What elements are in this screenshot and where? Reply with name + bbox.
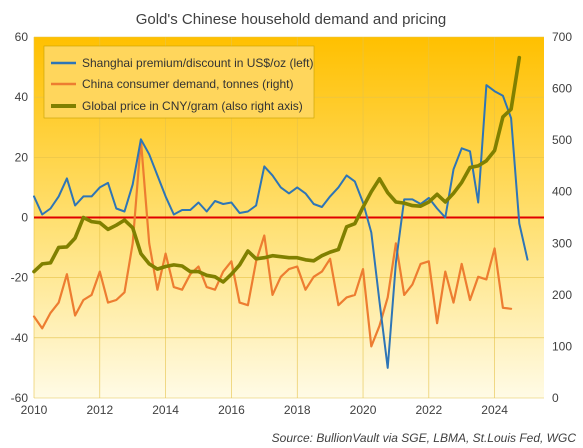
x-tick-label: 2012 bbox=[86, 403, 113, 417]
x-tick-label: 2022 bbox=[415, 403, 442, 417]
x-tick-label: 2018 bbox=[284, 403, 311, 417]
y-left-tick-label: 40 bbox=[15, 90, 29, 104]
y-right-tick-label: 500 bbox=[552, 133, 572, 147]
legend: Shanghai premium/discount in US$/oz (lef… bbox=[43, 45, 315, 119]
x-tick-label: 2010 bbox=[21, 403, 48, 417]
x-tick-label: 2020 bbox=[350, 403, 377, 417]
y-right-axis: 0 100 200 300 400 500 600 700 bbox=[552, 30, 572, 405]
series-layer bbox=[32, 55, 529, 369]
y-left-tick-label: 20 bbox=[15, 150, 29, 164]
y-right-tick-label: 600 bbox=[552, 82, 572, 96]
x-tick-label: 2024 bbox=[481, 403, 508, 417]
y-right-tick-label: 200 bbox=[552, 288, 572, 302]
y-left-tick-label: -20 bbox=[11, 271, 29, 285]
legend-label-global-price: Global price in CNY/gram (also right axi… bbox=[82, 99, 303, 113]
series-premium-line bbox=[33, 84, 529, 369]
y-right-tick-label: 400 bbox=[552, 185, 572, 199]
chart-title: Gold's Chinese household demand and pric… bbox=[136, 11, 447, 28]
series-consumer-demand-line bbox=[32, 139, 513, 348]
x-tick-label: 2016 bbox=[218, 403, 245, 417]
y-right-tick-label: 700 bbox=[552, 30, 572, 44]
y-right-tick-label: 100 bbox=[552, 339, 572, 353]
y-left-tick-label: -40 bbox=[11, 331, 29, 345]
y-right-tick-label: 300 bbox=[552, 236, 572, 250]
y-left-tick-label: 0 bbox=[21, 211, 28, 225]
y-left-tick-label: -60 bbox=[11, 391, 29, 405]
legend-label-premium: Shanghai premium/discount in US$/oz (lef… bbox=[82, 56, 313, 70]
legend-label-consumer-demand: China consumer demand, tonnes (right) bbox=[82, 77, 293, 91]
source-note: Source: BullionVault via SGE, LBMA, St.L… bbox=[272, 431, 577, 445]
x-axis: 2010 2012 2014 2016 2018 2020 2022 2024 bbox=[21, 403, 509, 417]
y-left-axis: -60 -40 -20 0 20 40 60 bbox=[11, 30, 29, 405]
y-right-tick-label: 0 bbox=[552, 391, 559, 405]
y-left-tick-label: 60 bbox=[15, 30, 29, 44]
x-tick-label: 2014 bbox=[152, 403, 179, 417]
legend-box bbox=[43, 45, 315, 119]
series-global-price-line bbox=[32, 55, 522, 284]
